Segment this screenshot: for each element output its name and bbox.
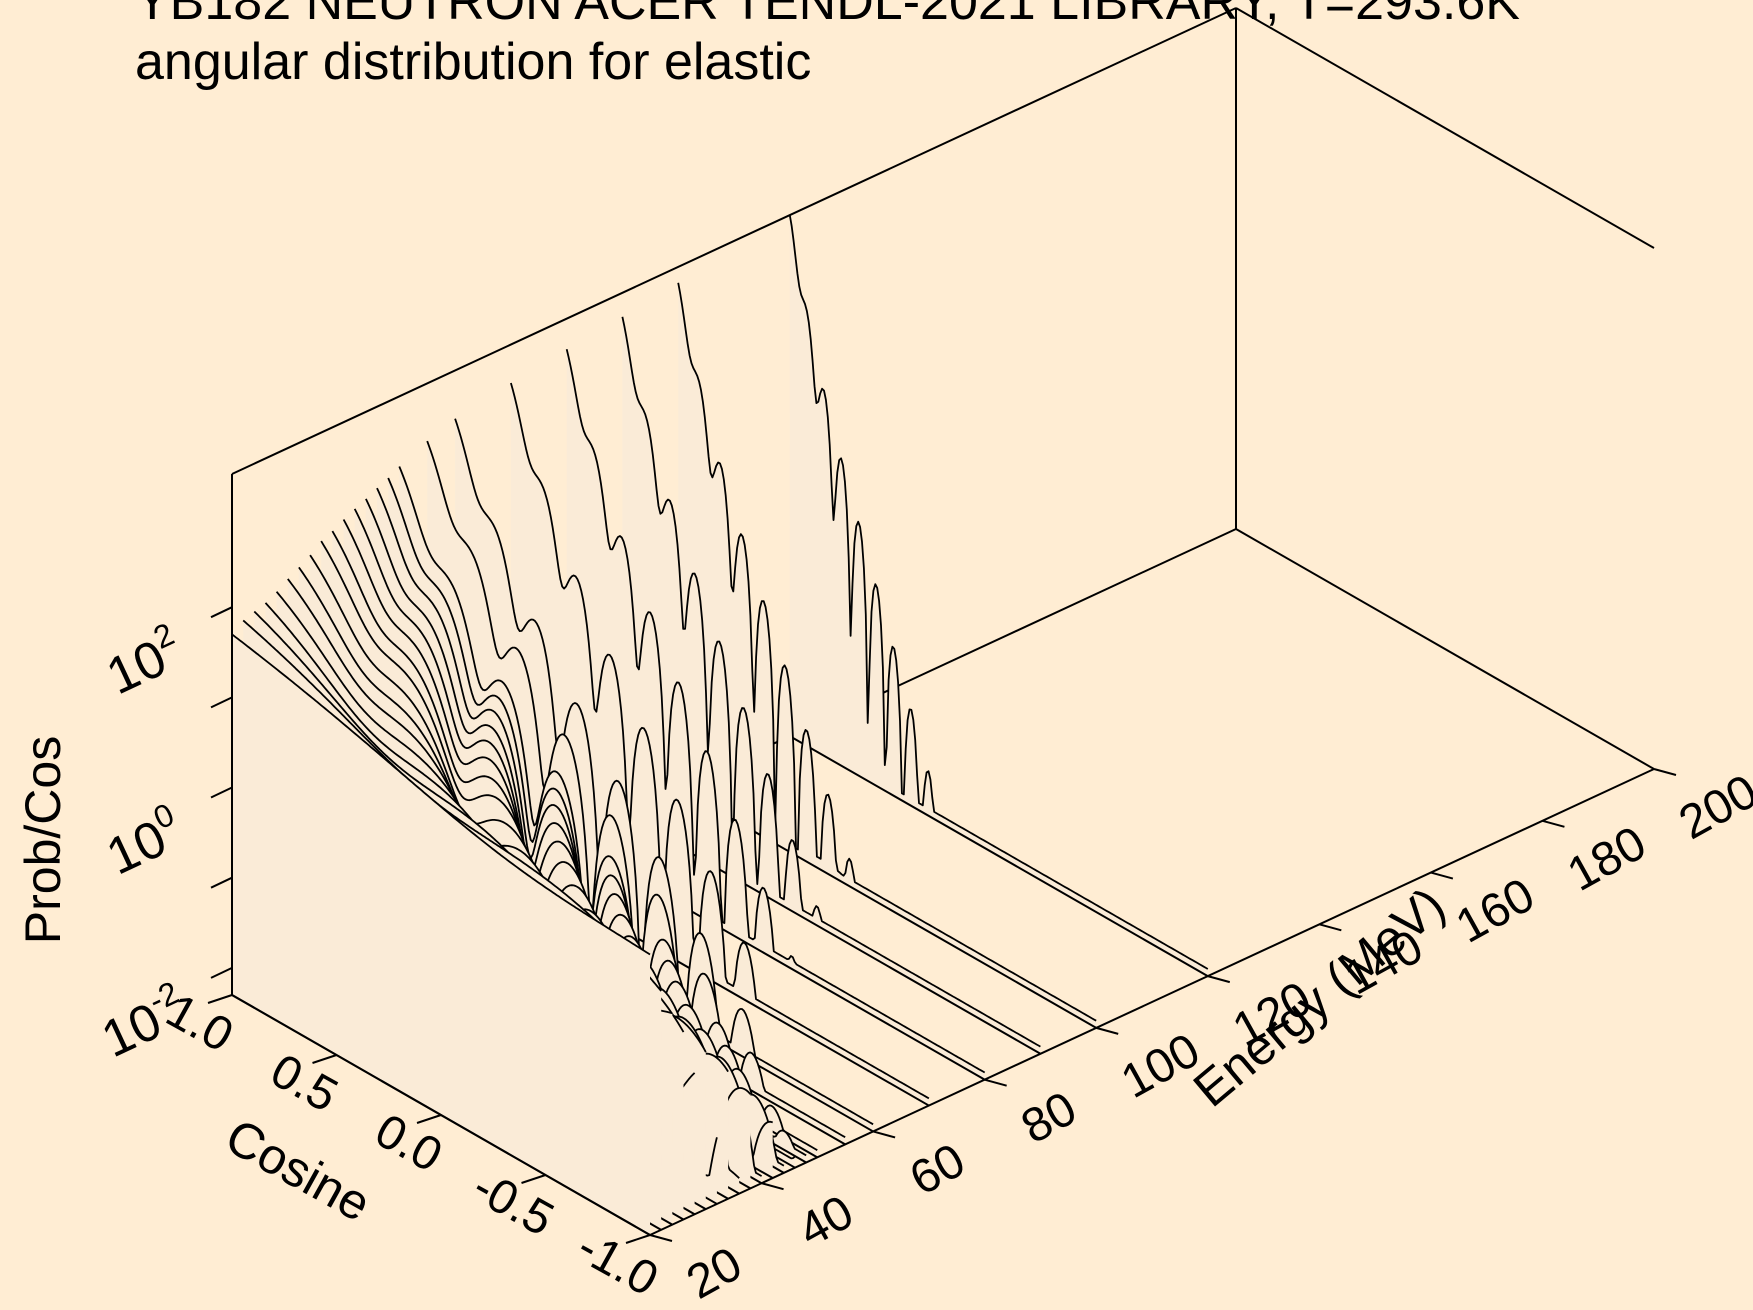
spectrum-slices bbox=[231, 214, 1209, 1236]
slice-curve bbox=[454, 418, 874, 1126]
chart-subtitle: angular distribution for elastic bbox=[135, 33, 812, 91]
slice-curve bbox=[510, 382, 930, 1100]
z-tick bbox=[210, 606, 233, 619]
chart-title: YB182 NEUTRON ACER TENDL-2021 LIBRARY, T… bbox=[135, 0, 1520, 31]
y-tick-label: 20 bbox=[678, 1237, 750, 1309]
x-tick bbox=[207, 994, 233, 1004]
slice-fill bbox=[789, 215, 1208, 977]
y-tick bbox=[1207, 975, 1231, 984]
back-frame-edge bbox=[231, 7, 1237, 475]
y-tick bbox=[1430, 871, 1454, 880]
front-frame-edge bbox=[649, 768, 1655, 1236]
y-tick bbox=[649, 1234, 673, 1242]
z-tick-label-exponent: 2 bbox=[148, 616, 179, 656]
slice-baseline bbox=[789, 735, 1209, 977]
z-tick bbox=[210, 876, 233, 889]
x-tick bbox=[416, 1114, 442, 1124]
y-tick-label: 60 bbox=[901, 1134, 973, 1206]
y-tick bbox=[984, 1078, 1007, 1087]
z-tick-label: 100 bbox=[96, 796, 192, 886]
y-tick bbox=[872, 1130, 896, 1139]
y-tick-label: 40 bbox=[790, 1186, 862, 1258]
y-tick bbox=[1653, 768, 1677, 776]
slice-curve bbox=[387, 477, 807, 1157]
z-tick bbox=[210, 966, 233, 979]
slice-curve bbox=[788, 214, 1209, 970]
z-tick-label: 102 bbox=[96, 616, 192, 706]
slice-curve bbox=[677, 282, 1097, 1022]
x-tick bbox=[521, 1174, 546, 1184]
y-tick-label: 80 bbox=[1013, 1082, 1085, 1154]
y-tick bbox=[1542, 819, 1565, 828]
x-tick bbox=[625, 1234, 651, 1244]
z-tick bbox=[210, 786, 233, 799]
slice-curve bbox=[353, 508, 773, 1160]
z-tick bbox=[210, 696, 233, 709]
y-tick bbox=[1095, 1026, 1119, 1035]
slice-fill bbox=[232, 634, 650, 1235]
z-axis-label: Prob/Cos bbox=[15, 736, 71, 944]
y-tick bbox=[1319, 923, 1342, 932]
slice bbox=[788, 214, 1209, 977]
slice-curve bbox=[231, 633, 651, 956]
y-tick-label: 180 bbox=[1559, 817, 1655, 902]
slice-curve bbox=[621, 316, 1041, 1048]
y-tick-label: 160 bbox=[1448, 868, 1544, 953]
y-tick-label: 200 bbox=[1671, 765, 1753, 850]
y-tick bbox=[761, 1182, 784, 1191]
back-frame-edge bbox=[1235, 528, 1655, 770]
slice-curve bbox=[565, 348, 986, 1074]
z-tick-label-exponent: 0 bbox=[148, 796, 179, 836]
x-tick bbox=[312, 1054, 337, 1064]
slice-fill bbox=[678, 282, 1097, 1028]
back-frame-edge bbox=[1235, 7, 1655, 249]
x-axis-label: Cosine bbox=[217, 1108, 380, 1232]
